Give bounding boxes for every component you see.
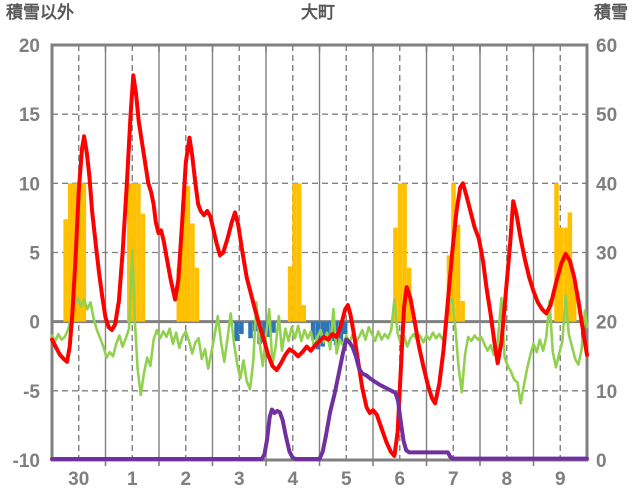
x-axis-tick-label: 8 (501, 469, 512, 490)
orange-bars-bar (81, 183, 87, 322)
left-axis-tick-label: 5 (29, 244, 40, 265)
orange-bars-bar (558, 227, 564, 322)
left-axis-tick-label: 20 (19, 36, 40, 57)
x-axis-tick-label: 7 (448, 469, 459, 490)
orange-bars-bar (67, 183, 73, 322)
x-axis-tick-label: 5 (341, 469, 352, 490)
orange-bars-bar (181, 202, 186, 322)
right-axis-tick-label: 40 (596, 174, 617, 195)
x-axis-tick-label: 30 (68, 469, 89, 490)
x-axis-tick-label: 2 (180, 469, 191, 490)
orange-bars-bar (460, 300, 465, 322)
green-line-series (50, 248, 589, 405)
blue-bars-bar (342, 321, 348, 335)
orange-bars-bar (176, 267, 182, 322)
right-axis-title: 積雪 (594, 3, 628, 22)
purple-line-series (50, 337, 589, 461)
orange-bars-bar (402, 183, 407, 322)
chart-title: 大町 (301, 3, 335, 22)
left-axis-tick-label: -5 (23, 382, 40, 403)
orange-bars-bar (194, 267, 200, 322)
orange-bars-bar (287, 266, 293, 322)
right-axis-tick-label: 30 (596, 244, 617, 265)
orange-bars-bar (127, 183, 132, 322)
right-axis-tick-label: 20 (596, 313, 617, 334)
left-axis-tick-label: 15 (19, 105, 41, 126)
orange-bars-bar (393, 227, 398, 322)
blue-bars-bar (262, 321, 267, 343)
orange-bars-bar (455, 224, 461, 322)
red-line-series (50, 73, 589, 458)
x-axis-tick-label: 9 (555, 469, 566, 490)
x-axis-tick-label: 1 (127, 469, 138, 490)
orange-bars-bar (185, 186, 191, 322)
blue-bars-bar (234, 321, 239, 342)
blue-bars-bar (271, 321, 276, 333)
orange-bars-bar (571, 280, 577, 322)
x-axis-tick-label: 3 (234, 469, 245, 490)
orange-bars-bar (563, 227, 568, 322)
orange-bars-bar (77, 183, 82, 322)
left-axis-title: 積雪以外 (6, 3, 74, 22)
x-axis-tick-label: 6 (394, 469, 405, 490)
left-axis-tick-label: -10 (13, 451, 40, 472)
blue-bars-bar (338, 321, 344, 343)
orange-bars-bar (136, 183, 141, 322)
x-axis-tick-label: 4 (287, 469, 298, 490)
blue-bars-bar (310, 321, 316, 340)
orange-bars-bar (140, 213, 146, 322)
orange-bars-bar (292, 183, 297, 322)
blue-bars-bar (248, 321, 253, 339)
right-axis-tick-label: 10 (596, 382, 617, 403)
orange-bars-bar (301, 305, 306, 322)
right-axis-tick-label: 50 (596, 105, 617, 126)
orange-bars-bar (190, 223, 195, 322)
blue-bars-bar (324, 321, 330, 339)
orange-bars-bar (131, 183, 137, 322)
left-axis-tick-label: 10 (19, 174, 40, 195)
orange-bars-bar (397, 183, 403, 322)
orange-bars-bar (554, 183, 559, 322)
blue-bars-bar (239, 321, 244, 335)
right-axis-tick-label: 0 (596, 451, 607, 472)
orange-bars-bar (296, 183, 302, 322)
left-axis-tick-label: 0 (29, 313, 40, 334)
right-axis-tick-label: 60 (596, 36, 617, 57)
orange-bars-bar (63, 219, 68, 322)
